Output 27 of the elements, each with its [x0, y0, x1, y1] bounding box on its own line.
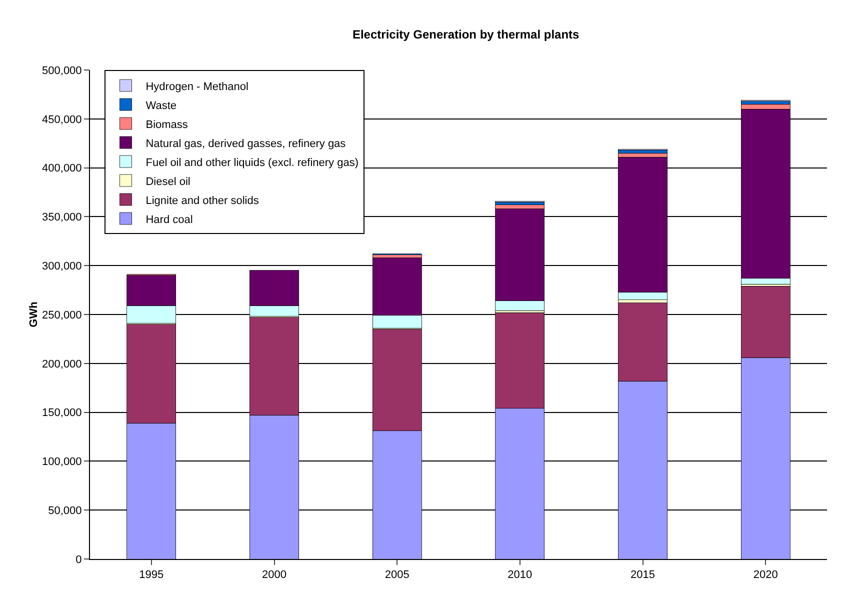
x-tick-label: 1995 — [139, 569, 164, 582]
legend-label: Diesel oil — [146, 176, 190, 188]
y-tick-label: 200,000 — [42, 358, 82, 370]
y-tick-label: 450,000 — [42, 114, 82, 126]
y-tick-label: 350,000 — [42, 212, 82, 224]
y-tick-label: 250,000 — [42, 309, 82, 322]
legend-label: Natural gas, derived gasses, refinery gas — [146, 138, 346, 150]
y-tick-label: 100,000 — [42, 456, 82, 468]
chart-title: Electricity Generation by thermal plants — [352, 27, 580, 42]
legend-label: Hard coal — [146, 214, 193, 226]
legend-label: Waste — [146, 100, 177, 112]
x-tick-label: 2010 — [508, 569, 532, 582]
y-axis-title: GWh — [28, 301, 40, 328]
legend-label: Hydrogen - Methanol — [146, 80, 248, 93]
y-tick-label: 150,000 — [42, 407, 82, 420]
x-tick-label: 2015 — [630, 569, 655, 582]
x-tick-label: 2020 — [753, 569, 778, 582]
legend-label: Lignite and other solids — [146, 194, 260, 207]
y-tick-label: 400,000 — [42, 162, 82, 175]
y-tick-label: 0 — [76, 554, 82, 566]
y-tick-label: 500,000 — [42, 64, 82, 77]
legend-label: Biomass — [146, 118, 188, 131]
x-tick-label: 2000 — [262, 569, 286, 582]
legend-label: Fuel oil and other liquids (excl. refinery gas) — [146, 156, 359, 169]
y-tick-label: 50,000 — [48, 504, 82, 517]
y-tick-label: 300,000 — [42, 260, 82, 272]
x-tick-label: 2005 — [384, 569, 410, 582]
